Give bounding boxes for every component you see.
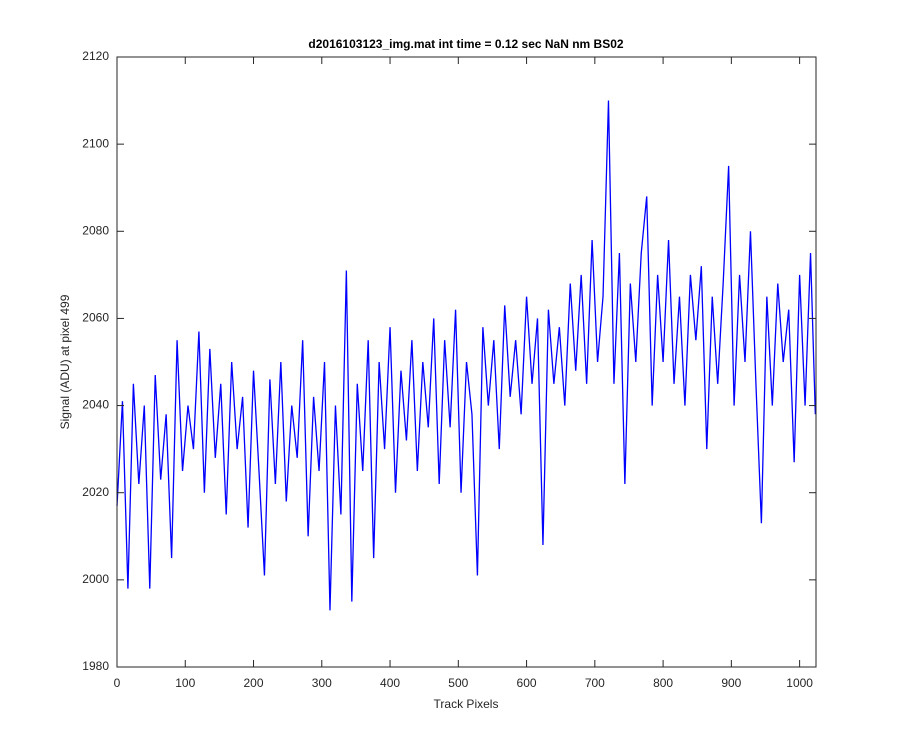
x-tick-label: 1000 xyxy=(786,676,813,690)
x-tick-label: 400 xyxy=(380,676,400,690)
y-tick-label: 2040 xyxy=(82,398,109,412)
y-tick-label: 2000 xyxy=(82,572,109,586)
x-tick-label: 500 xyxy=(448,676,468,690)
x-axis-label: Track Pixels xyxy=(434,697,499,711)
y-tick-label: 1980 xyxy=(82,659,109,673)
x-tick-label: 600 xyxy=(517,676,537,690)
x-tick-label: 800 xyxy=(653,676,673,690)
y-tick-label: 2080 xyxy=(82,223,109,237)
chart-title: d2016103123_img.mat int time = 0.12 sec … xyxy=(308,37,623,51)
y-axis-label: Signal (ADU) at pixel 499 xyxy=(58,294,72,429)
x-tick-label: 200 xyxy=(244,676,264,690)
data-line xyxy=(116,100,816,611)
y-tick-label: 2060 xyxy=(82,311,109,325)
x-tick-label: 0 xyxy=(114,676,121,690)
x-tick-label: 100 xyxy=(175,676,195,690)
plot-frame xyxy=(116,56,817,668)
y-tick-label: 2020 xyxy=(82,485,109,499)
x-tick-label: 300 xyxy=(312,676,332,690)
y-tick-label: 2100 xyxy=(82,136,109,150)
x-tick-label: 700 xyxy=(585,676,605,690)
y-tick-label: 2120 xyxy=(82,49,109,63)
x-tick-label: 900 xyxy=(721,676,741,690)
